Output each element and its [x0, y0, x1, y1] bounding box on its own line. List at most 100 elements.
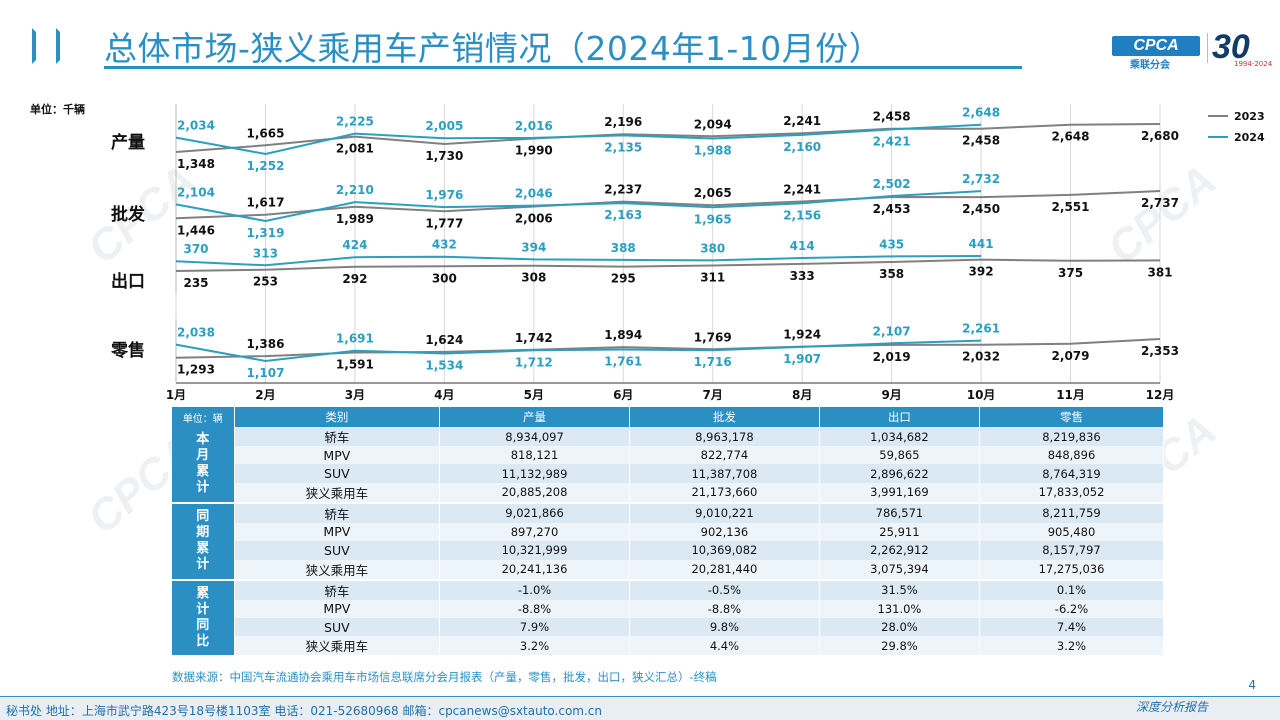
x-tick-label: 5月	[524, 388, 544, 402]
data-label: 1,712	[515, 355, 553, 369]
data-label: 1,591	[336, 357, 374, 371]
data-label: 1,990	[515, 143, 553, 157]
table-cell-value: 28.0%	[819, 617, 980, 637]
table-cell-value: 20,281,440	[629, 559, 820, 581]
table-cell-value: 10,321,999	[439, 541, 630, 560]
table-cell-value: 9,021,866	[439, 502, 630, 523]
data-label: 2,237	[604, 183, 642, 197]
data-label: 435	[879, 237, 904, 251]
x-tick-label: 2月	[255, 388, 275, 402]
table-cell-value: 59,865	[819, 446, 980, 465]
data-label: 2,038	[177, 326, 215, 340]
table-cell-value: 902,136	[629, 522, 820, 542]
table-cell-value: 20,241,136	[439, 559, 630, 581]
table-cell-category: SUV	[234, 541, 441, 560]
table-header-wholesale: 批发	[629, 407, 820, 427]
table-cell-value: 0.1%	[979, 579, 1165, 600]
table-cell-value: 31.5%	[819, 579, 980, 600]
table-cell-value: 8,963,178	[629, 427, 820, 446]
x-tick-label: 4月	[434, 388, 454, 402]
footer-report-name: 深度分析报告	[1135, 700, 1208, 714]
data-label: 292	[342, 272, 367, 286]
data-label: 1,924	[783, 328, 821, 342]
data-label: 441	[969, 237, 994, 251]
table-unit-header: 单位：辆	[172, 407, 235, 427]
table-cell-value: 3,075,394	[819, 559, 980, 581]
data-label: 1,348	[177, 157, 215, 171]
panel-label: 产量	[111, 132, 145, 153]
data-label: 235	[183, 276, 208, 290]
data-label: 300	[432, 271, 457, 285]
data-label: 2,065	[694, 186, 732, 200]
data-label: 1,691	[336, 332, 374, 346]
table-cell-value: 905,480	[979, 522, 1165, 542]
panel-label: 零售	[110, 340, 145, 361]
data-label: 2,210	[336, 183, 374, 197]
footer-contact: 秘书处 地址：上海市武宁路423号18号楼1103室 电话：021-526809…	[6, 704, 603, 718]
table-cell-category: MPV	[234, 446, 441, 465]
table-cell-category: 狭义乘用车	[234, 559, 441, 581]
data-label: 1,769	[694, 330, 732, 344]
x-tick-label: 11月	[1056, 388, 1085, 402]
x-tick-label: 9月	[881, 388, 901, 402]
data-label: 1,965	[694, 212, 732, 226]
table-row: 狭义乘用车 20,241,136 20,281,440 3,075,394 17,275…	[172, 559, 1165, 581]
summary-table: 单位：辆 类别 产量 批发 出口 零售 本月累计 轿车 8,934,097 8,963…	[172, 407, 1165, 658]
table-cell-category: 狭义乘用车	[234, 636, 441, 658]
table-cell-category: SUV	[234, 464, 441, 483]
table-cell-value: -6.2%	[979, 599, 1165, 618]
table-row: MPV 818,121 822,774 59,865 848,896	[172, 446, 1165, 465]
legend-entry: 2023	[1234, 110, 1265, 123]
data-label: 2,032	[962, 350, 1000, 364]
data-label: 1,319	[246, 226, 284, 240]
table-header-row: 单位：辆 类别 产量 批发 出口 零售	[172, 407, 1165, 427]
table-cell-value: -8.8%	[629, 599, 820, 618]
table-header-category: 类别	[234, 407, 441, 427]
cpca-logo: CPCA	[1112, 36, 1200, 56]
data-label: 392	[969, 265, 994, 279]
data-source-note: 数据来源：中国汽车流通协会乘用车市场信息联席分会月报表（产量，零售，批发，出口，…	[172, 670, 717, 684]
data-label: 1,777	[425, 216, 463, 230]
data-label: 2,081	[336, 142, 374, 156]
data-label: 1,988	[694, 144, 732, 158]
table-cell-value: 25,911	[819, 522, 980, 542]
data-label: 2,156	[783, 208, 821, 222]
data-label: 2,680	[1141, 129, 1179, 143]
table-cell-value: 131.0%	[819, 599, 980, 618]
x-tick-label: 8月	[792, 388, 812, 402]
table-row: 同期累计 轿车 9,021,866 9,010,221 786,571 8,211,759	[172, 502, 1165, 581]
data-label: 370	[183, 242, 208, 256]
table-cell-value: 9.8%	[629, 617, 820, 637]
data-label: 432	[432, 238, 457, 252]
data-label: 2,241	[783, 114, 821, 128]
table-cell-category: MPV	[234, 522, 441, 542]
data-label: 375	[1058, 266, 1083, 280]
data-label: 2,732	[962, 172, 1000, 186]
x-tick-label: 3月	[345, 388, 365, 402]
data-label: 253	[253, 275, 278, 289]
series-line-2023	[175, 190, 1161, 220]
data-label: 1,716	[694, 355, 732, 369]
table-group-label: 累计同比	[172, 579, 235, 658]
table-cell-value: 17,275,036	[979, 559, 1165, 581]
data-label: 2,107	[873, 324, 911, 338]
data-label: 1,730	[425, 149, 463, 163]
table-cell-value: 10,369,082	[629, 541, 820, 560]
table-cell-value: -1.0%	[439, 579, 630, 600]
table-cell-value: 11,387,708	[629, 464, 820, 483]
data-label: 2,046	[515, 187, 553, 201]
data-label: 1,252	[246, 159, 284, 173]
data-label: 1,989	[336, 212, 374, 226]
table-cell-value: 8,211,759	[979, 502, 1165, 523]
table-header-export: 出口	[819, 407, 980, 427]
series-line-2023	[175, 123, 1161, 153]
data-label: 2,079	[1052, 349, 1090, 363]
table-cell-value: 17,833,052	[979, 482, 1165, 504]
data-label: 2,225	[336, 115, 374, 129]
footer-divider	[0, 696, 1280, 697]
table-cell-value: 8,764,319	[979, 464, 1165, 483]
cpca-logo-subtitle: 乘联分会	[1130, 60, 1170, 71]
data-label: 2,450	[962, 202, 1000, 216]
table-cell-value: 818,121	[439, 446, 630, 465]
logo-divider	[1207, 33, 1208, 63]
